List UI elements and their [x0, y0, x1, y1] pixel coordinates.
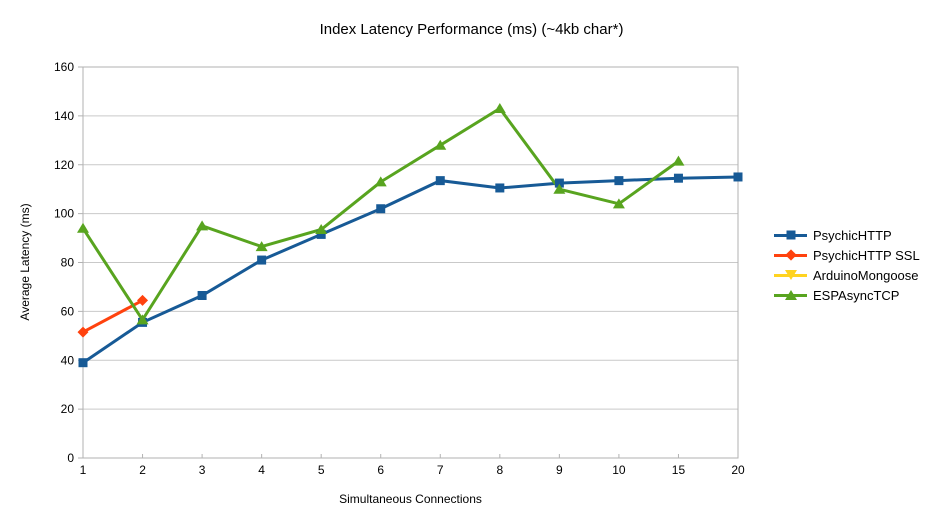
data-point [77, 326, 89, 338]
data-point [495, 183, 505, 193]
data-point [257, 255, 267, 265]
y-tick-label: 60 [61, 304, 75, 318]
data-point [374, 176, 387, 187]
data-point [78, 358, 88, 368]
x-tick-label: 6 [377, 463, 384, 477]
series-line-ESPAsyncTCP [81, 106, 680, 323]
y-tick-label: 100 [54, 207, 74, 221]
x-tick-label: 15 [672, 463, 686, 477]
y-tick-label: 160 [54, 60, 74, 74]
x-tick-label: 20 [731, 463, 745, 477]
data-point [672, 155, 685, 166]
legend: PsychicHTTP PsychicHTTP SSL ArduinoMongoos… [774, 225, 920, 305]
legend-item: ESPAsyncTCP [774, 285, 920, 305]
y-tick-label: 0 [67, 451, 74, 465]
x-tick-label: 5 [318, 463, 325, 477]
x-tick-label: 1 [80, 463, 87, 477]
x-tick-label: 8 [496, 463, 503, 477]
legend-item: PsychicHTTP [774, 225, 920, 245]
x-tick-label: 7 [437, 463, 444, 477]
x-tick-label: 9 [556, 463, 563, 477]
legend-item: ArduinoMongoose [774, 265, 920, 285]
legend-label: ESPAsyncTCP [813, 287, 900, 303]
data-point [733, 172, 743, 182]
legend-label: ArduinoMongoose [813, 267, 919, 283]
data-point [196, 220, 209, 231]
x-tick-label: 10 [612, 463, 626, 477]
data-point [673, 173, 683, 183]
data-point [435, 176, 445, 186]
data-point [376, 204, 386, 214]
x-tick-label: 2 [139, 463, 146, 477]
x-tick-label: 4 [258, 463, 265, 477]
data-point [434, 139, 447, 150]
series-line-PsychicHTTP [82, 175, 739, 364]
chart-title: Index Latency Performance (ms) (~4kb cha… [319, 21, 624, 38]
legend-triangle-up-icon [774, 288, 807, 302]
y-tick-label: 20 [61, 402, 75, 416]
x-axis-title: Simultaneous Connections [339, 492, 482, 506]
legend-item: PsychicHTTP SSL [774, 245, 920, 265]
data-point [612, 198, 625, 209]
data-point [315, 224, 328, 235]
legend-diamond-icon [774, 248, 807, 262]
y-tick-label: 140 [54, 109, 74, 123]
data-point [77, 222, 89, 233]
data-point [137, 294, 149, 306]
x-tick-label: 3 [199, 463, 206, 477]
data-point [136, 314, 149, 325]
data-point [255, 241, 268, 252]
y-axis-title: Average Latency (ms) [18, 203, 32, 321]
y-tick-label: 80 [61, 256, 75, 270]
data-point [553, 183, 566, 194]
data-point [614, 176, 624, 186]
legend-triangle-down-icon [774, 268, 807, 282]
legend-label: PsychicHTTP [813, 227, 892, 243]
y-tick-label: 40 [61, 353, 75, 367]
legend-square-icon [774, 228, 807, 242]
y-tick-label: 120 [54, 158, 74, 172]
data-point [316, 229, 326, 239]
data-point [554, 178, 564, 188]
data-point [197, 290, 207, 300]
data-point [493, 103, 506, 114]
legend-label: PsychicHTTP SSL [813, 247, 920, 263]
